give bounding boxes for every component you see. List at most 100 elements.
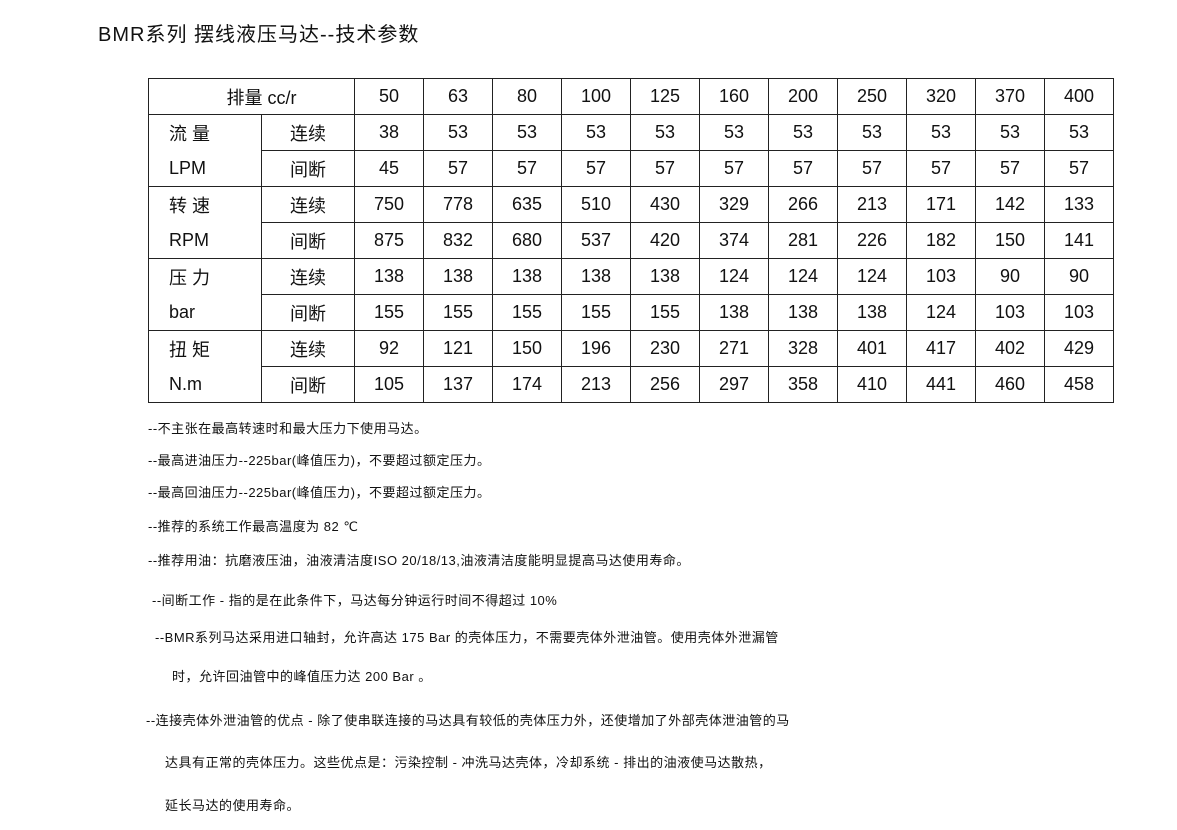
group-unit: LPM bbox=[148, 150, 262, 187]
value-cell: 196 bbox=[561, 330, 631, 367]
table-row: bar 间断 155 155 155 155 155 138 138 138 124 103 103 bbox=[148, 294, 1114, 331]
spec-table: 排量 cc/r 50 63 80 100 125 160 200 250 320 370 400 流 量… bbox=[148, 78, 1114, 403]
group-name: 压 力 bbox=[148, 258, 262, 295]
value-cell: 266 bbox=[768, 186, 838, 223]
value-cell: 256 bbox=[630, 366, 700, 403]
value-cell: 155 bbox=[561, 294, 631, 331]
value-cell: 124 bbox=[837, 258, 907, 295]
value-cell: 141 bbox=[1044, 222, 1114, 259]
value-cell: 92 bbox=[354, 330, 424, 367]
value-cell: 297 bbox=[699, 366, 769, 403]
displacement-cell: 370 bbox=[975, 78, 1045, 115]
mode-cell: 间断 bbox=[261, 222, 355, 259]
group-name: 转 速 bbox=[148, 186, 262, 223]
value-cell: 213 bbox=[837, 186, 907, 223]
value-cell: 90 bbox=[975, 258, 1045, 295]
displacement-cell: 50 bbox=[354, 78, 424, 115]
value-cell: 138 bbox=[561, 258, 631, 295]
value-cell: 174 bbox=[492, 366, 562, 403]
value-cell: 150 bbox=[975, 222, 1045, 259]
value-cell: 458 bbox=[1044, 366, 1114, 403]
value-cell: 57 bbox=[975, 150, 1045, 187]
mode-cell: 间断 bbox=[261, 150, 355, 187]
value-cell: 213 bbox=[561, 366, 631, 403]
note-line: 时，允许回油管中的峰值压力达 200 Bar 。 bbox=[172, 669, 432, 684]
table-row: 扭 矩连续 92 121 150 196 230 271 328 401 417 402 429 bbox=[148, 330, 1114, 367]
displacement-cell: 125 bbox=[630, 78, 700, 115]
displacement-cell: 200 bbox=[768, 78, 838, 115]
mode-cell: 连续 bbox=[261, 330, 355, 367]
value-cell: 226 bbox=[837, 222, 907, 259]
displacement-cell: 160 bbox=[699, 78, 769, 115]
value-cell: 832 bbox=[423, 222, 493, 259]
value-cell: 53 bbox=[492, 114, 562, 151]
note-line: --连接壳体外泄油管的优点 - 除了使串联连接的马达具有较低的壳体压力外，还使增… bbox=[146, 713, 790, 728]
table-row: N.m 间断 105 137 174 213 256 297 358 410 441 460 458 bbox=[148, 366, 1114, 403]
value-cell: 138 bbox=[630, 258, 700, 295]
group-unit: RPM bbox=[148, 222, 262, 259]
value-cell: 138 bbox=[423, 258, 493, 295]
value-cell: 230 bbox=[630, 330, 700, 367]
group-name: 流 量 bbox=[148, 114, 262, 151]
value-cell: 155 bbox=[630, 294, 700, 331]
value-cell: 281 bbox=[768, 222, 838, 259]
group-unit: bar bbox=[148, 294, 262, 331]
value-cell: 150 bbox=[492, 330, 562, 367]
table-row: 压 力连续 138 138 138 138 138 124 124 124 103 90 90 bbox=[148, 258, 1114, 295]
value-cell: 138 bbox=[354, 258, 424, 295]
value-cell: 103 bbox=[1044, 294, 1114, 331]
value-cell: 420 bbox=[630, 222, 700, 259]
displacement-cell: 320 bbox=[906, 78, 976, 115]
value-cell: 460 bbox=[975, 366, 1045, 403]
value-cell: 38 bbox=[354, 114, 424, 151]
page-title: BMR系列 摆线液压马达--技术参数 bbox=[98, 24, 420, 46]
value-cell: 57 bbox=[1044, 150, 1114, 187]
value-cell: 358 bbox=[768, 366, 838, 403]
value-cell: 57 bbox=[630, 150, 700, 187]
value-cell: 182 bbox=[906, 222, 976, 259]
value-cell: 138 bbox=[699, 294, 769, 331]
value-cell: 138 bbox=[492, 258, 562, 295]
value-cell: 271 bbox=[699, 330, 769, 367]
value-cell: 124 bbox=[906, 294, 976, 331]
value-cell: 53 bbox=[1044, 114, 1114, 151]
value-cell: 401 bbox=[837, 330, 907, 367]
value-cell: 133 bbox=[1044, 186, 1114, 223]
mode-cell: 连续 bbox=[261, 258, 355, 295]
value-cell: 417 bbox=[906, 330, 976, 367]
value-cell: 138 bbox=[837, 294, 907, 331]
value-cell: 53 bbox=[837, 114, 907, 151]
group-name: 扭 矩 bbox=[148, 330, 262, 367]
group-unit: N.m bbox=[148, 366, 262, 403]
value-cell: 90 bbox=[1044, 258, 1114, 295]
value-cell: 53 bbox=[699, 114, 769, 151]
value-cell: 124 bbox=[699, 258, 769, 295]
mode-cell: 连续 bbox=[261, 186, 355, 223]
value-cell: 57 bbox=[492, 150, 562, 187]
value-cell: 53 bbox=[768, 114, 838, 151]
value-cell: 750 bbox=[354, 186, 424, 223]
value-cell: 57 bbox=[423, 150, 493, 187]
value-cell: 402 bbox=[975, 330, 1045, 367]
note-line: 达具有正常的壳体压力。这些优点是：污染控制 - 冲洗马达壳体，冷却系统 - 排出… bbox=[165, 755, 772, 770]
note-line: --最高回油压力--225bar(峰值压力)，不要超过额定压力。 bbox=[148, 485, 491, 500]
value-cell: 875 bbox=[354, 222, 424, 259]
displacement-cell: 80 bbox=[492, 78, 562, 115]
note-line: --BMR系列马达采用进口轴封，允许高达 175 Bar 的壳体压力，不需要壳体… bbox=[155, 630, 779, 645]
note-line: --不主张在最高转速时和最大压力下使用马达。 bbox=[148, 421, 428, 436]
value-cell: 137 bbox=[423, 366, 493, 403]
value-cell: 138 bbox=[768, 294, 838, 331]
value-cell: 328 bbox=[768, 330, 838, 367]
value-cell: 103 bbox=[975, 294, 1045, 331]
value-cell: 329 bbox=[699, 186, 769, 223]
value-cell: 57 bbox=[768, 150, 838, 187]
table-row: 转 速连续 750 778 635 510 430 329 266 213 171 142 133 bbox=[148, 186, 1114, 223]
value-cell: 53 bbox=[561, 114, 631, 151]
value-cell: 103 bbox=[906, 258, 976, 295]
value-cell: 121 bbox=[423, 330, 493, 367]
displacement-cell: 63 bbox=[423, 78, 493, 115]
value-cell: 45 bbox=[354, 150, 424, 187]
value-cell: 635 bbox=[492, 186, 562, 223]
displacement-cell: 100 bbox=[561, 78, 631, 115]
value-cell: 429 bbox=[1044, 330, 1114, 367]
